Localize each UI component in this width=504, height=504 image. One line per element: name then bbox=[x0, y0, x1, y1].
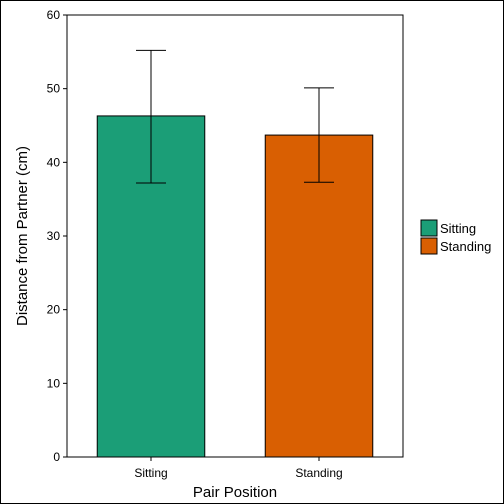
y-axis-title: Distance from Partner (cm) bbox=[14, 146, 31, 326]
x-axis: Sitting Standing bbox=[134, 457, 343, 480]
x-axis-title: Pair Position bbox=[193, 484, 277, 501]
y-tick-label: 60 bbox=[47, 8, 61, 22]
legend: Sitting Standing bbox=[420, 219, 491, 255]
bar-standing bbox=[264, 134, 374, 458]
legend-label-standing: Standing bbox=[440, 239, 491, 254]
legend-swatch-standing bbox=[420, 237, 438, 255]
y-tick-label: 30 bbox=[47, 229, 61, 243]
y-tick-label: 10 bbox=[47, 376, 61, 390]
bars bbox=[96, 115, 374, 458]
legend-label-sitting: Sitting bbox=[440, 221, 476, 236]
y-tick-label: 20 bbox=[47, 303, 61, 317]
x-tick-label: Sitting bbox=[134, 466, 167, 480]
y-tick-label: 50 bbox=[47, 82, 61, 96]
y-tick-label: 40 bbox=[47, 155, 61, 169]
x-tick-label: Standing bbox=[295, 466, 342, 480]
y-axis: 0 10 20 30 40 50 60 bbox=[47, 8, 67, 464]
legend-swatch-sitting bbox=[420, 219, 438, 237]
y-tick-label: 0 bbox=[53, 450, 60, 464]
error-bars bbox=[136, 49, 334, 184]
